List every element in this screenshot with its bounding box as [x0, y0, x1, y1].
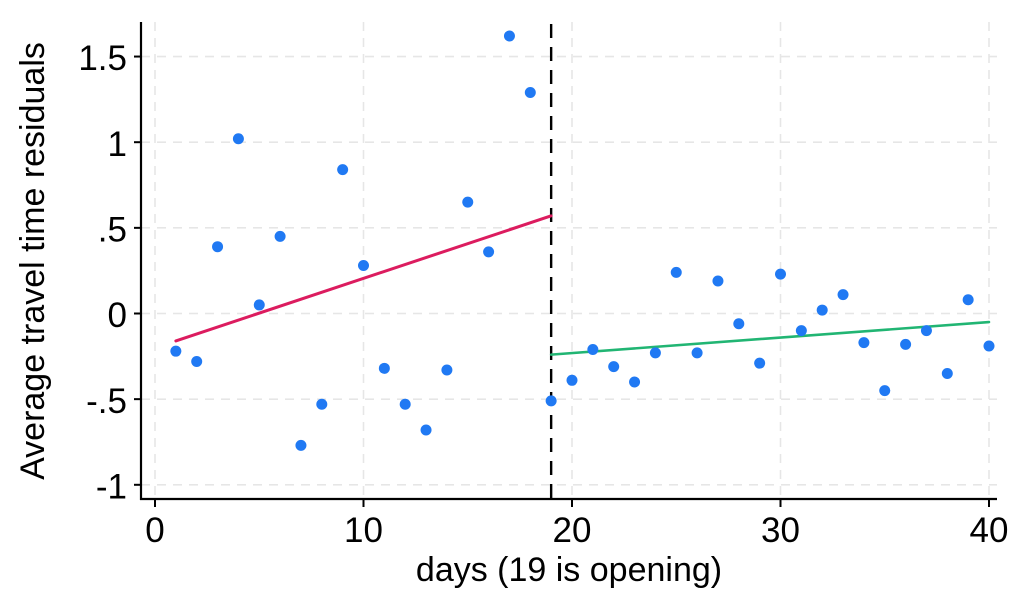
data-point: [775, 268, 786, 280]
y-tick-label: 1.5: [78, 39, 127, 78]
x-tick-label: 30: [761, 511, 800, 550]
x-tick-label: 0: [145, 511, 164, 550]
data-point: [545, 395, 557, 407]
y-axis-title: Average travel time residuals: [14, 42, 52, 480]
data-point: [378, 362, 390, 374]
data-point: [295, 439, 307, 451]
x-tick-label: 20: [553, 511, 592, 550]
y-tick-label: -.5: [86, 382, 127, 421]
y-tick-label: 1: [108, 125, 127, 164]
data-point: [629, 376, 641, 388]
data-point: [232, 133, 244, 145]
data-point: [316, 398, 328, 410]
data-point: [879, 385, 891, 397]
data-point: [608, 361, 620, 373]
data-point: [920, 325, 932, 337]
data-point: [399, 398, 411, 410]
y-tick-label: 0: [108, 296, 127, 335]
x-tick-label: 10: [344, 511, 383, 550]
data-point: [837, 289, 849, 301]
data-point: [441, 364, 453, 376]
data-point: [900, 338, 912, 350]
data-point: [941, 367, 953, 379]
data-point: [733, 318, 745, 330]
y-tick-label: -1: [96, 467, 127, 506]
data-point: [566, 374, 578, 386]
data-point: [983, 340, 995, 352]
data-point: [858, 337, 870, 349]
data-point: [649, 347, 661, 359]
post-opening-fit-line: [549, 320, 991, 356]
data-point: [962, 294, 974, 306]
data-point: [754, 357, 766, 369]
data-point: [170, 345, 182, 357]
data-point: [524, 87, 536, 99]
data-point: [337, 164, 349, 176]
data-point: [816, 304, 828, 316]
data-point: [483, 246, 495, 258]
data-point: [670, 266, 682, 278]
pre-opening-fit-line: [174, 214, 553, 343]
data-point: [462, 196, 474, 208]
data-point: [274, 230, 286, 242]
y-tick-label: .5: [98, 210, 127, 249]
data-point: [503, 30, 515, 42]
x-axis-title: days (19 is opening): [415, 551, 723, 589]
data-point: [795, 325, 807, 337]
data-point: [253, 299, 265, 311]
data-point: [587, 343, 599, 355]
data-point: [712, 275, 724, 287]
data-point: [212, 241, 224, 253]
data-point: [420, 424, 432, 436]
x-tick-label: 40: [970, 511, 1009, 550]
data-point: [191, 355, 203, 367]
data-point: [691, 347, 703, 359]
data-point: [358, 260, 369, 272]
